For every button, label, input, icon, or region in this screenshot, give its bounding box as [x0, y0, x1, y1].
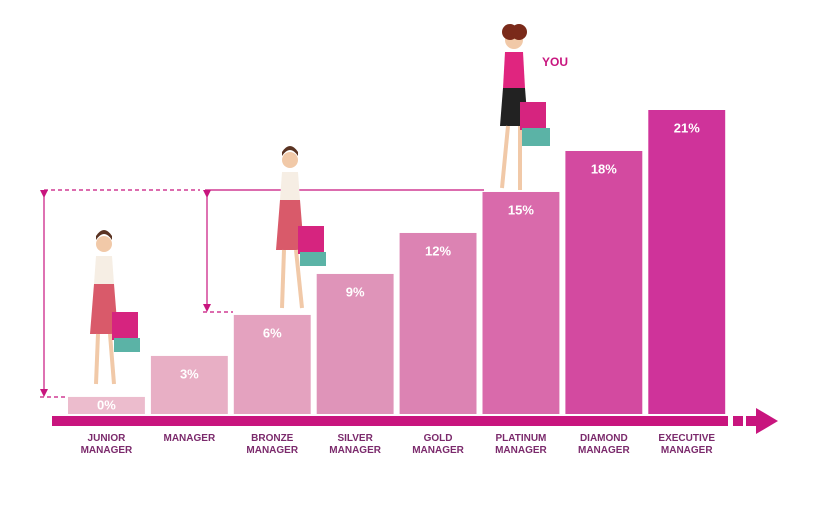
- value-label: 15%: [508, 202, 534, 217]
- value-label: 9%: [346, 284, 365, 299]
- bar: [482, 191, 560, 414]
- value-label: 12%: [425, 243, 451, 258]
- x-tick-label: PLATINUM MANAGER: [495, 433, 547, 456]
- bar: [150, 355, 228, 414]
- x-tick-label: MANAGER: [163, 433, 216, 444]
- value-label: 0%: [97, 397, 116, 412]
- bar: [233, 314, 311, 414]
- x-tick-label: GOLD MANAGER: [412, 433, 464, 456]
- x-tick-label: DIAMOND MANAGER: [578, 433, 630, 456]
- bar: [648, 110, 726, 414]
- value-label: 21%: [674, 120, 700, 135]
- figures: [90, 24, 550, 385]
- x-tick-label: JUNIOR MANAGER: [80, 433, 133, 456]
- bar: [68, 396, 145, 414]
- x-tick-label: EXECUTIVE MANAGER: [658, 433, 716, 456]
- bars: 0% 3% 6% 9% 12% 15% 18% 21%: [68, 110, 726, 414]
- axis-arrow: [52, 408, 778, 434]
- value-label: 18%: [591, 161, 617, 176]
- value-label: 6%: [263, 325, 282, 340]
- bar: [399, 232, 477, 414]
- value-label: 3%: [180, 366, 199, 381]
- bar: [565, 150, 643, 414]
- x-tick-label: SILVER MANAGER: [329, 433, 381, 456]
- bar: [316, 273, 394, 414]
- progress-brackets: [40, 189, 484, 398]
- x-tick-label: BRONZE MANAGER: [246, 433, 299, 456]
- annotation: YOU: [542, 55, 568, 69]
